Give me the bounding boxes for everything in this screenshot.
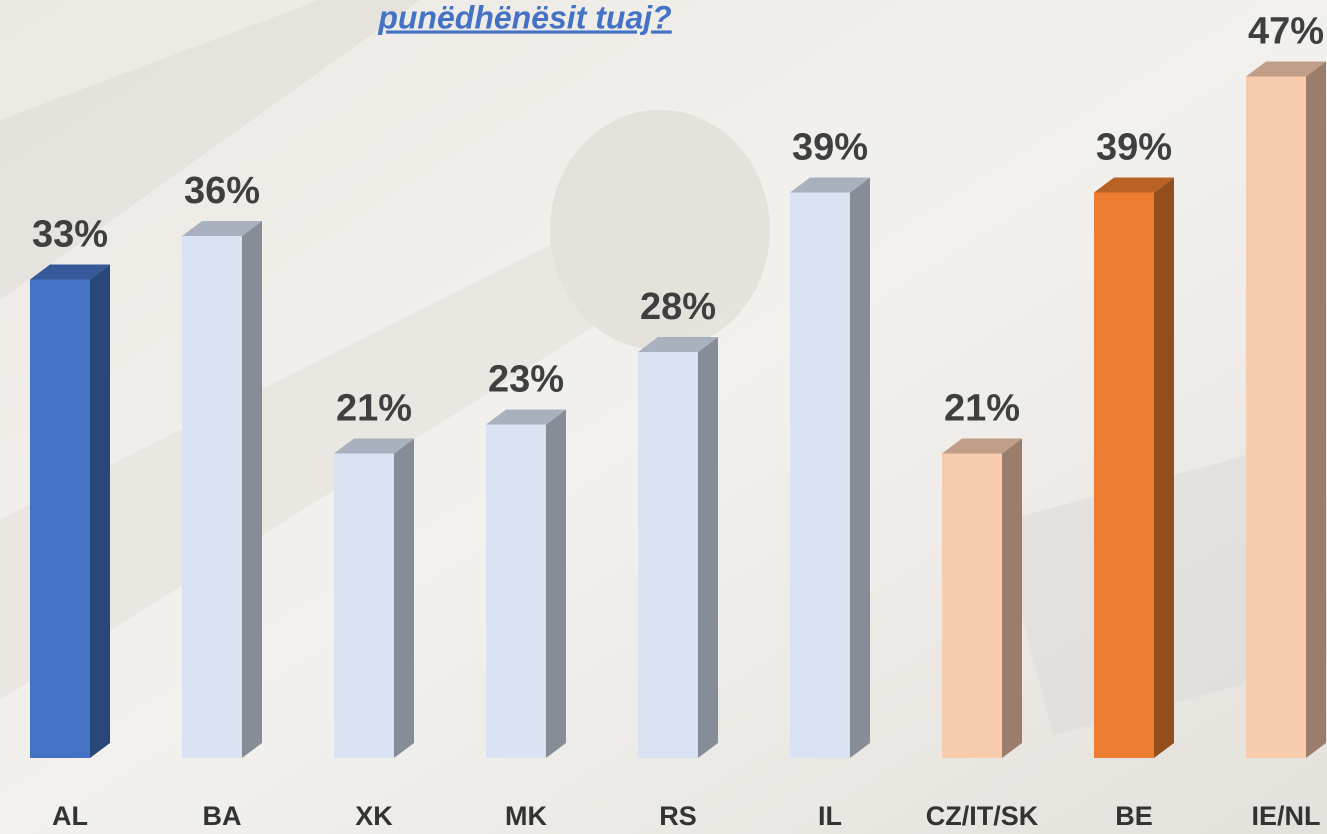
x-tick-label: IE/NL [1251,801,1320,831]
bar [790,177,870,758]
bar-side [698,337,718,758]
value-label: 23% [488,359,564,401]
x-tick-label: BE [1115,801,1153,831]
bar-side [546,409,566,758]
bar-side [242,221,262,758]
x-tick-label: XK [355,801,393,831]
bar-top [638,337,718,352]
bar [942,438,1022,758]
bar-top [182,221,262,236]
bar-front [942,453,1002,758]
bar-side [1154,177,1174,758]
value-label: 39% [1096,127,1172,169]
bar-top [790,177,870,193]
x-tick-label: MK [505,801,547,831]
bar-side [90,264,110,758]
bar-front [790,192,850,758]
bar-front [1246,76,1306,758]
bar-top [1246,61,1326,77]
x-tick-label: RS [659,801,697,831]
bar-top [334,438,414,454]
value-label: 28% [640,286,716,328]
bar-front [486,424,546,758]
texture-shape [550,110,770,350]
value-label: 39% [792,127,868,169]
bar-side [850,177,870,758]
bar [30,264,110,758]
bar-front [30,279,90,758]
value-label: 36% [184,170,260,212]
x-tick-label: IL [818,801,842,831]
texture-shape [0,0,420,300]
bar-front [1094,192,1154,758]
bar-front [182,236,242,758]
bar [638,337,718,758]
bar-top [942,438,1022,454]
bar-side [394,438,414,758]
chart-title: punëdhënësit tuaj? [377,0,671,35]
x-tick-label: CZ/IT/SK [926,801,1039,831]
bar-front [334,453,394,758]
bar [334,438,414,758]
value-label: 33% [32,214,108,256]
bar-top [30,264,110,280]
x-tick-label: BA [203,801,242,831]
bar [486,409,566,758]
bar-top [1094,177,1174,193]
bar-side [1306,61,1326,758]
bar-top [486,409,566,425]
bar-side [1002,438,1022,758]
value-label: 21% [336,388,412,430]
value-label: 47% [1248,11,1324,53]
bar [1094,177,1174,758]
bar [1246,61,1326,758]
bar [182,221,262,758]
value-label: 21% [944,388,1020,430]
bar-front [638,352,698,758]
x-tick-label: AL [52,801,88,831]
